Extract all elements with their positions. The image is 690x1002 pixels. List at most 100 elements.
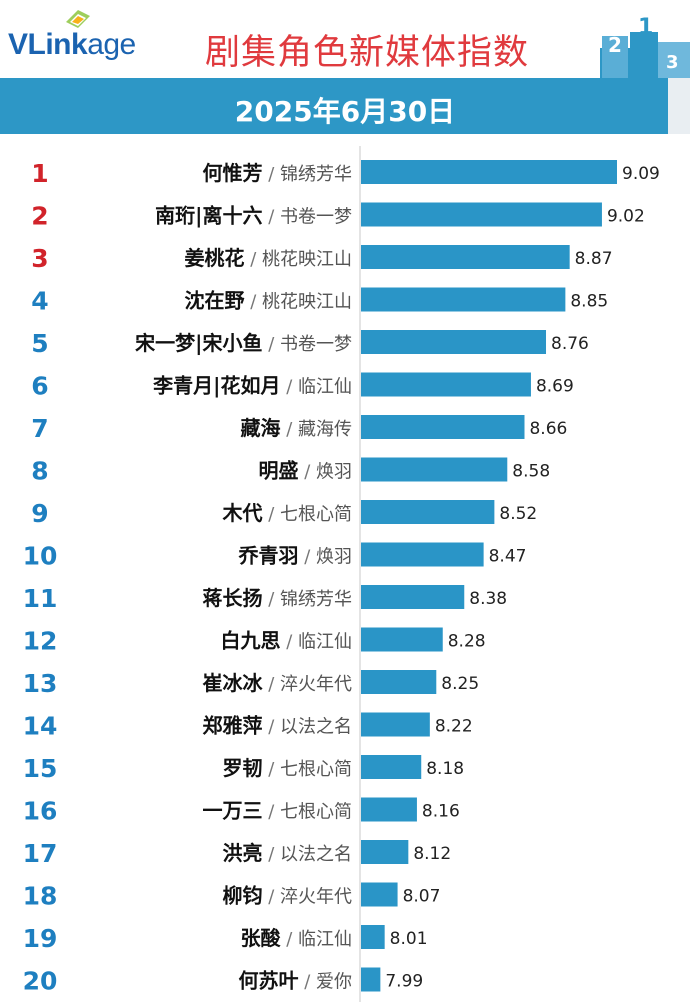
character-name: 罗韧 bbox=[222, 756, 262, 780]
value-bar bbox=[361, 840, 409, 864]
row-label: 藏海 / 藏海传 bbox=[240, 416, 352, 440]
date-band-edge bbox=[668, 78, 690, 134]
page-title: 剧集角色新媒体指数 bbox=[205, 33, 530, 73]
value-bar bbox=[361, 202, 602, 227]
value-label: 8.18 bbox=[426, 759, 464, 779]
label-separator: / bbox=[244, 249, 262, 270]
show-name: 焕羽 bbox=[316, 547, 352, 568]
label-separator: / bbox=[244, 292, 262, 313]
value-label: 8.16 bbox=[422, 802, 460, 822]
show-name: 淬火年代 bbox=[280, 674, 352, 695]
value-bar bbox=[361, 287, 566, 312]
row-label: 宋一梦|宋小鱼 / 书卷一梦 bbox=[135, 331, 352, 355]
value-bar bbox=[361, 372, 531, 397]
value-bar bbox=[361, 712, 430, 737]
row-label: 白九思 / 临江仙 bbox=[220, 629, 352, 653]
rank-number: 12 bbox=[23, 627, 58, 656]
value-bar bbox=[361, 670, 437, 694]
label-separator: / bbox=[262, 207, 280, 228]
header: VLinkage 剧集角色新媒体指数 2 1 3 bbox=[0, 0, 690, 78]
rank-number: 16 bbox=[23, 797, 58, 826]
character-name: 何苏叶 bbox=[238, 969, 298, 993]
value-bar bbox=[361, 925, 385, 949]
label-separator: / bbox=[262, 164, 280, 185]
rank-number: 5 bbox=[31, 329, 48, 358]
row-label: 何惟芳 / 锦绣芳华 bbox=[202, 161, 352, 185]
show-name: 临江仙 bbox=[298, 929, 352, 950]
rank-number: 4 bbox=[31, 287, 48, 316]
character-name: 张酸 bbox=[240, 926, 281, 950]
value-label: 8.69 bbox=[536, 377, 574, 397]
rank-number: 11 bbox=[23, 584, 58, 613]
rank-number: 10 bbox=[23, 542, 58, 571]
label-separator: / bbox=[262, 589, 280, 610]
label-separator: / bbox=[262, 844, 280, 865]
character-name: 李青月|花如月 bbox=[152, 374, 280, 398]
row-label: 姜桃花 / 桃花映江山 bbox=[184, 246, 352, 270]
show-name: 焕羽 bbox=[316, 462, 352, 483]
ranking-bar-chart: 1 何惟芳 / 锦绣芳华 9.09 2 南珩|离十六 / 书卷一梦 9.02 3 姜桃花 / … bbox=[23, 146, 660, 1002]
value-label: 8.66 bbox=[529, 419, 567, 439]
show-name: 书卷一梦 bbox=[280, 334, 352, 355]
value-bar bbox=[361, 627, 443, 652]
value-label: 8.01 bbox=[390, 929, 428, 949]
value-label: 8.22 bbox=[435, 717, 473, 737]
rank-number: 1 bbox=[31, 159, 48, 188]
svg-text:3: 3 bbox=[666, 52, 679, 73]
value-label: 8.85 bbox=[570, 292, 608, 312]
row-label: 一万三 / 七根心简 bbox=[202, 799, 352, 823]
value-bar bbox=[361, 500, 495, 524]
value-bar bbox=[361, 330, 547, 354]
logo-part2: age bbox=[87, 28, 136, 61]
value-bar bbox=[361, 882, 398, 907]
row-label: 崔冰冰 / 淬火年代 bbox=[202, 671, 352, 695]
value-label: 8.12 bbox=[413, 844, 451, 864]
label-separator: / bbox=[262, 802, 280, 823]
label-separator: / bbox=[280, 632, 298, 653]
show-name: 桃花映江山 bbox=[262, 292, 352, 313]
value-bar bbox=[361, 585, 465, 609]
value-bar bbox=[361, 755, 422, 779]
show-name: 七根心简 bbox=[280, 504, 352, 525]
label-separator: / bbox=[280, 929, 298, 950]
label-separator: / bbox=[280, 377, 298, 398]
character-name: 沈在野 bbox=[184, 289, 244, 313]
label-separator: / bbox=[298, 547, 316, 568]
rank-number: 6 bbox=[31, 372, 48, 401]
rank-number: 3 bbox=[31, 244, 48, 273]
character-name: 藏海 bbox=[240, 416, 280, 440]
row-label: 何苏叶 / 爱你 bbox=[238, 969, 352, 993]
rank-number: 17 bbox=[23, 839, 58, 868]
date-label: 2025年6月30日 bbox=[234, 95, 456, 128]
row-label: 沈在野 / 桃花映江山 bbox=[184, 289, 352, 313]
rank-number: 18 bbox=[23, 882, 58, 911]
value-label: 8.38 bbox=[469, 589, 507, 609]
value-bar bbox=[361, 797, 417, 822]
value-bar bbox=[361, 160, 617, 184]
rank-number: 9 bbox=[31, 499, 48, 528]
show-name: 淬火年代 bbox=[280, 887, 352, 908]
row-label: 明盛 / 焕羽 bbox=[258, 459, 352, 483]
label-separator: / bbox=[298, 972, 316, 993]
character-name: 蒋长扬 bbox=[202, 586, 262, 610]
show-name: 锦绣芳华 bbox=[280, 589, 352, 610]
value-label: 8.76 bbox=[551, 334, 589, 354]
value-label: 8.52 bbox=[499, 504, 537, 524]
row-label: 罗韧 / 七根心简 bbox=[222, 756, 352, 780]
character-name: 白九思 bbox=[220, 629, 280, 653]
row-label: 洪亮 / 以法之名 bbox=[222, 841, 352, 865]
show-name: 锦绣芳华 bbox=[280, 164, 352, 185]
label-separator: / bbox=[280, 419, 298, 440]
value-label: 8.47 bbox=[489, 547, 527, 567]
show-name: 临江仙 bbox=[298, 632, 352, 653]
row-label: 乔青羽 / 焕羽 bbox=[237, 544, 352, 568]
vlinkage-logo: VLinkage bbox=[8, 28, 136, 62]
show-name: 七根心简 bbox=[280, 802, 352, 823]
rank-number: 8 bbox=[31, 457, 48, 486]
character-name: 崔冰冰 bbox=[202, 671, 263, 695]
label-separator: / bbox=[298, 462, 316, 483]
row-label: 张酸 / 临江仙 bbox=[240, 926, 352, 950]
character-name: 洪亮 bbox=[222, 841, 262, 865]
row-label: 南珩|离十六 / 书卷一梦 bbox=[155, 204, 352, 228]
character-name: 木代 bbox=[221, 501, 262, 525]
